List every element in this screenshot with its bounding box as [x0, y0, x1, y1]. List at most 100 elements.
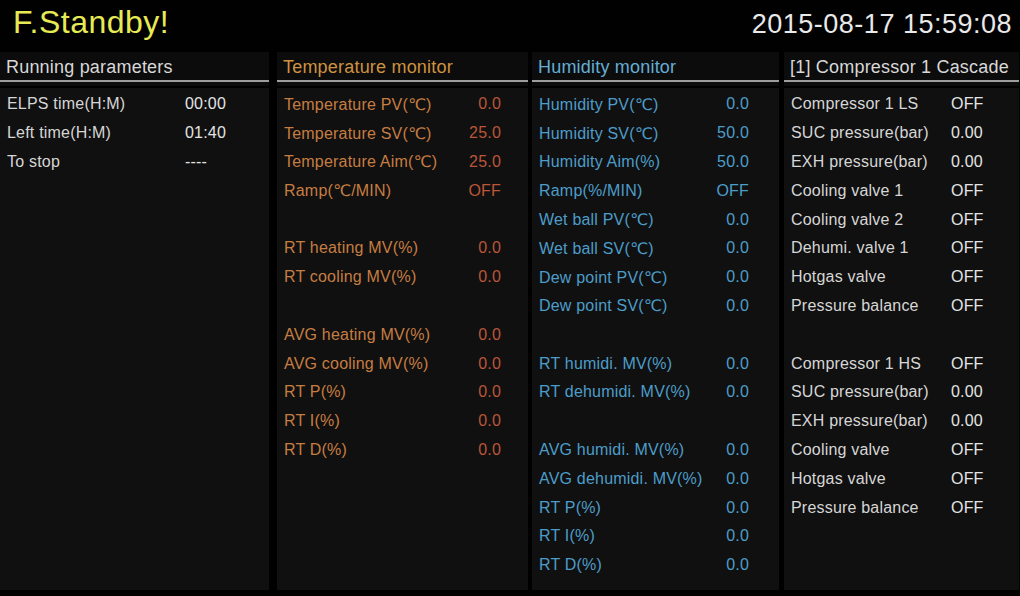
status-title: F.Standby!	[13, 4, 169, 41]
monitor-row: RT D(%)0.0	[532, 551, 779, 580]
row-label: To stop	[0, 153, 185, 171]
spacer-row	[532, 320, 779, 349]
panel-temperature-monitor: Temperature monitor Temperature PV(℃)0.0…	[277, 52, 528, 590]
row-value: 25.0	[469, 124, 528, 142]
row-label: Humidity SV(℃)	[532, 124, 717, 143]
row-value: 25.0	[469, 153, 528, 171]
panel-title: Humidity monitor	[532, 52, 779, 86]
row-label: Compressor 1 LS	[784, 95, 951, 113]
monitor-row: Humidity SV(℃)50.0	[532, 119, 779, 148]
row-label: Hotgas valve	[784, 268, 951, 286]
row-value: 0.0	[726, 556, 779, 574]
row-value: OFF	[951, 268, 1019, 286]
row-label: AVG heating MV(%)	[277, 326, 478, 344]
row-value: 0.0	[478, 441, 528, 459]
monitor-row: Cooling valve 1OFF	[784, 176, 1019, 205]
row-label: EXH pressure(bar)	[784, 153, 951, 171]
top-status-bar: F.Standby! 2015-08-17 15:59:08	[0, 0, 1020, 50]
row-label: AVG cooling MV(%)	[277, 355, 478, 373]
row-value: 0.0	[726, 95, 779, 113]
row-value: 0.00	[951, 153, 1019, 171]
monitor-row: Compressor 1 LSOFF	[784, 90, 1019, 119]
row-label: RT P(%)	[277, 383, 478, 401]
row-label: ELPS time(H:M)	[0, 95, 185, 113]
row-value: OFF	[951, 211, 1019, 229]
row-value: 50.0	[717, 124, 779, 142]
monitor-row: AVG dehumidi. MV(%)0.0	[532, 464, 779, 493]
spacer-row	[277, 292, 528, 321]
row-value: OFF	[951, 297, 1019, 315]
monitor-row: RT P(%)0.0	[277, 378, 528, 407]
row-value: 0.0	[478, 239, 528, 257]
row-value: OFF	[951, 95, 1019, 113]
row-label: Temperature Aim(℃)	[277, 152, 469, 171]
row-label: Cooling valve 2	[784, 211, 951, 229]
row-label: Wet ball SV(℃)	[532, 239, 726, 258]
row-value: 0.0	[726, 211, 779, 229]
monitor-row: SUC pressure(bar)0.00	[784, 378, 1019, 407]
row-label: RT D(%)	[532, 556, 726, 574]
row-value: 50.0	[717, 153, 779, 171]
row-label: Humidity Aim(%)	[532, 153, 717, 171]
monitor-row: Pressure balanceOFF	[784, 292, 1019, 321]
row-label: SUC pressure(bar)	[784, 383, 951, 401]
row-value: 01:40	[185, 124, 269, 142]
row-value: 0.0	[478, 383, 528, 401]
row-value: OFF	[951, 499, 1019, 517]
monitor-row: AVG heating MV(%)0.0	[277, 320, 528, 349]
row-value: 0.0	[478, 355, 528, 373]
spacer-row	[277, 205, 528, 234]
row-label: AVG humidi. MV(%)	[532, 441, 726, 459]
row-label: Temperature PV(℃)	[277, 95, 478, 114]
row-label: Dehumi. valve 1	[784, 239, 951, 257]
monitor-row: AVG cooling MV(%)0.0	[277, 349, 528, 378]
panel-body: ELPS time(H:M)00:00Left time(H:M)01:40To…	[0, 88, 269, 590]
row-label: RT heating MV(%)	[277, 239, 478, 257]
monitor-row: RT I(%)0.0	[277, 407, 528, 436]
monitor-row: RT humidi. MV(%)0.0	[532, 349, 779, 378]
monitor-row: Ramp(%/MIN)OFF	[532, 176, 779, 205]
row-label: Pressure balance	[784, 297, 951, 315]
spacer-row	[532, 407, 779, 436]
row-value: OFF	[951, 441, 1019, 459]
row-value: 0.0	[478, 412, 528, 430]
row-value: OFF	[951, 239, 1019, 257]
monitor-row: Dew point PV(℃)0.0	[532, 263, 779, 292]
panel-running-parameters: Running parameters ELPS time(H:M)00:00Le…	[0, 52, 269, 590]
row-label: Compressor 1 HS	[784, 355, 951, 373]
panel-title: [1] Compressor 1 Cascade	[784, 52, 1019, 86]
monitor-row: Cooling valve 2OFF	[784, 205, 1019, 234]
row-value: OFF	[951, 182, 1019, 200]
row-label: SUC pressure(bar)	[784, 124, 951, 142]
row-value: 0.0	[726, 499, 779, 517]
panel-body: Compressor 1 LSOFFSUC pressure(bar)0.00E…	[784, 88, 1019, 590]
monitor-row: SUC pressure(bar)0.00	[784, 119, 1019, 148]
monitor-row: EXH pressure(bar)0.00	[784, 407, 1019, 436]
monitor-row: AVG humidi. MV(%)0.0	[532, 436, 779, 465]
monitor-row: Humidity PV(℃)0.0	[532, 90, 779, 119]
monitor-row: Temperature PV(℃)0.0	[277, 90, 528, 119]
monitor-row: Temperature Aim(℃)25.0	[277, 148, 528, 177]
spacer-row	[784, 320, 1019, 349]
row-value: 0.0	[726, 441, 779, 459]
row-value: OFF	[951, 355, 1019, 373]
row-value: OFF	[468, 182, 528, 200]
monitor-row: RT D(%)0.0	[277, 436, 528, 465]
row-label: RT P(%)	[532, 499, 726, 517]
row-value: 0.0	[726, 470, 779, 488]
row-value: 0.00	[951, 412, 1019, 430]
row-value: 00:00	[185, 95, 269, 113]
row-label: Pressure balance	[784, 499, 951, 517]
panel-title: Running parameters	[0, 52, 269, 86]
row-label: RT I(%)	[277, 412, 478, 430]
monitor-row: Dehumi. valve 1OFF	[784, 234, 1019, 263]
row-label: Hotgas valve	[784, 470, 951, 488]
row-value: 0.0	[726, 297, 779, 315]
row-value: 0.0	[726, 383, 779, 401]
row-value: 0.0	[478, 95, 528, 113]
monitor-row: Left time(H:M)01:40	[0, 119, 269, 148]
row-value: 0.00	[951, 124, 1019, 142]
row-label: RT cooling MV(%)	[277, 268, 478, 286]
panel-body: Humidity PV(℃)0.0Humidity SV(℃)50.0Humid…	[532, 88, 779, 590]
row-label: Left time(H:M)	[0, 124, 185, 142]
